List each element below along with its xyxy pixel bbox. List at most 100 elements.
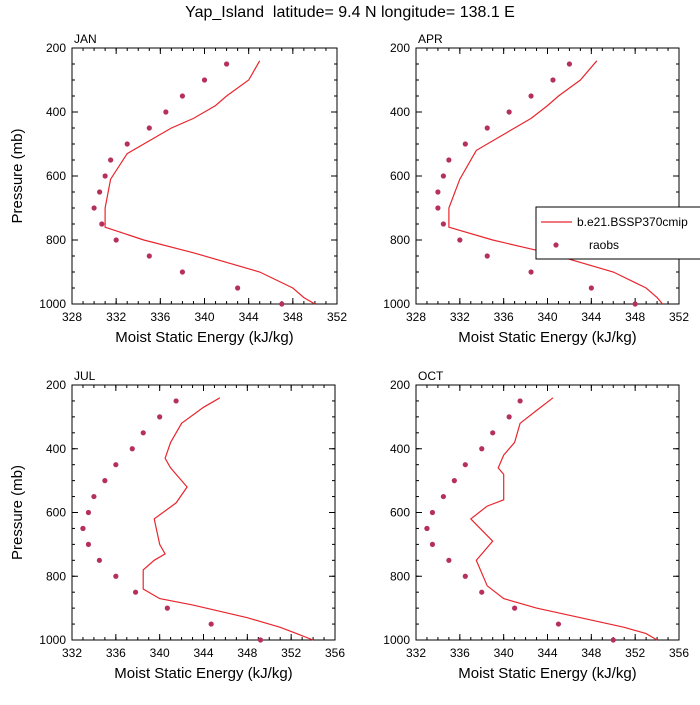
y-tick-label: 800 (390, 569, 410, 583)
raobs-point (223, 61, 230, 67)
raobs-point (479, 589, 485, 595)
y-tick-label: 400 (390, 442, 410, 456)
y-tick-label: 600 (390, 169, 410, 183)
x-tick-label: 352 (625, 646, 645, 660)
raobs-point (140, 430, 146, 436)
raobs-point (157, 414, 163, 420)
raobs-point (91, 493, 97, 500)
y-axis-label: Pressure (mb) (9, 128, 26, 223)
x-tick-label: 352 (669, 310, 689, 324)
y-tick-label: 1000 (39, 297, 66, 311)
panel-jul: 332 336 340 344 348 352 356 200 400 600 800 1000 JUL… (9, 369, 345, 682)
plot-frame (415, 47, 680, 305)
series-line-model (448, 60, 664, 305)
x-tick-label: 340 (494, 646, 514, 660)
x-tick-label: 336 (450, 646, 470, 660)
legend-label-model: b.e21.BSSP370cmip (577, 215, 688, 229)
panel-apr: 328 332 336 340 344 348 352 200 400 600 800 1000 APR… (383, 32, 689, 346)
x-tick-label: 344 (537, 646, 557, 660)
raobs-point (462, 141, 468, 147)
raobs-point (457, 237, 463, 243)
raobs-point (490, 430, 496, 436)
raobs-point (108, 157, 114, 163)
raobs-point (132, 589, 139, 595)
raobs-point (257, 637, 264, 643)
raobs-point (440, 173, 446, 179)
raobs-point (484, 253, 490, 259)
raobs-point (113, 237, 119, 243)
raobs-point (173, 398, 179, 404)
raobs-point (610, 637, 616, 643)
raobs-point (446, 157, 452, 163)
x-tick-label: 344 (193, 646, 213, 660)
raobs-point (429, 509, 436, 516)
raobs-point (462, 573, 468, 579)
raobs-point (479, 446, 485, 452)
raobs-point (85, 541, 92, 547)
legend: b.e21.BSSP370cmip raobs (535, 206, 700, 260)
x-tick-label: 356 (669, 646, 689, 660)
raobs-point (279, 301, 285, 307)
raobs-point (163, 109, 169, 115)
raobs-point (146, 253, 152, 259)
panel-oct: 332 336 340 344 348 352 356 200 400 600 800 1000 OCT… (383, 369, 689, 682)
raobs-point (102, 478, 108, 484)
y-axis-label: Pressure (mb) (9, 465, 26, 560)
raobs-point (146, 125, 152, 131)
raobs-point (435, 189, 441, 195)
y-tick-label: 600 (390, 506, 410, 520)
x-tick-label: 352 (281, 646, 301, 660)
raobs-point (517, 398, 523, 404)
raobs-point (632, 301, 638, 307)
x-axis-label: Moist Static Energy (kJ/kg) (458, 665, 636, 682)
raobs-point (102, 173, 108, 179)
x-tick-label: 328 (406, 310, 426, 324)
series-line-model (142, 397, 314, 641)
raobs-point (113, 573, 119, 579)
y-tick-label: 400 (390, 105, 410, 119)
raobs-point (555, 621, 562, 627)
y-tick-label: 800 (46, 569, 66, 583)
raobs-point (85, 509, 92, 516)
x-tick-label: 336 (106, 646, 126, 660)
raobs-point (462, 462, 468, 468)
raobs-point (528, 269, 534, 275)
raobs-point (208, 621, 214, 627)
raobs-point (80, 525, 86, 532)
x-tick-label: 348 (237, 646, 257, 660)
raobs-point (451, 478, 457, 484)
y-tick-label: 400 (46, 442, 66, 456)
x-tick-label: 352 (327, 310, 347, 324)
x-tick-label: 340 (537, 310, 557, 324)
x-tick-label: 332 (62, 646, 82, 660)
x-tick-label: 332 (450, 310, 470, 324)
legend-label-raobs: raobs (589, 238, 619, 252)
plot-frame (71, 384, 336, 641)
raobs-point (435, 205, 441, 211)
panel-label: APR (418, 32, 443, 46)
x-tick-label: 332 (106, 310, 126, 324)
raobs-point (129, 446, 135, 452)
x-tick-label: 348 (625, 310, 645, 324)
y-tick-label: 600 (46, 169, 66, 183)
raobs-point (512, 605, 518, 611)
y-tick-label: 600 (46, 506, 66, 520)
x-axis-label: Moist Static Energy (kJ/kg) (115, 329, 293, 346)
raobs-point (588, 285, 594, 291)
raobs-point (91, 205, 97, 211)
x-tick-label: 344 (581, 310, 601, 324)
raobs-point (124, 141, 130, 147)
raobs-point (179, 269, 186, 275)
raobs-point (566, 61, 573, 67)
raobs-point (446, 557, 452, 563)
raobs-point (113, 462, 119, 468)
raobs-point (484, 125, 490, 131)
raobs-point (99, 221, 105, 227)
series-line-model (469, 397, 658, 641)
raobs-point (179, 93, 186, 99)
y-tick-label: 200 (46, 378, 66, 392)
x-tick-label: 348 (581, 646, 601, 660)
legend-marker-swatch (553, 242, 559, 248)
